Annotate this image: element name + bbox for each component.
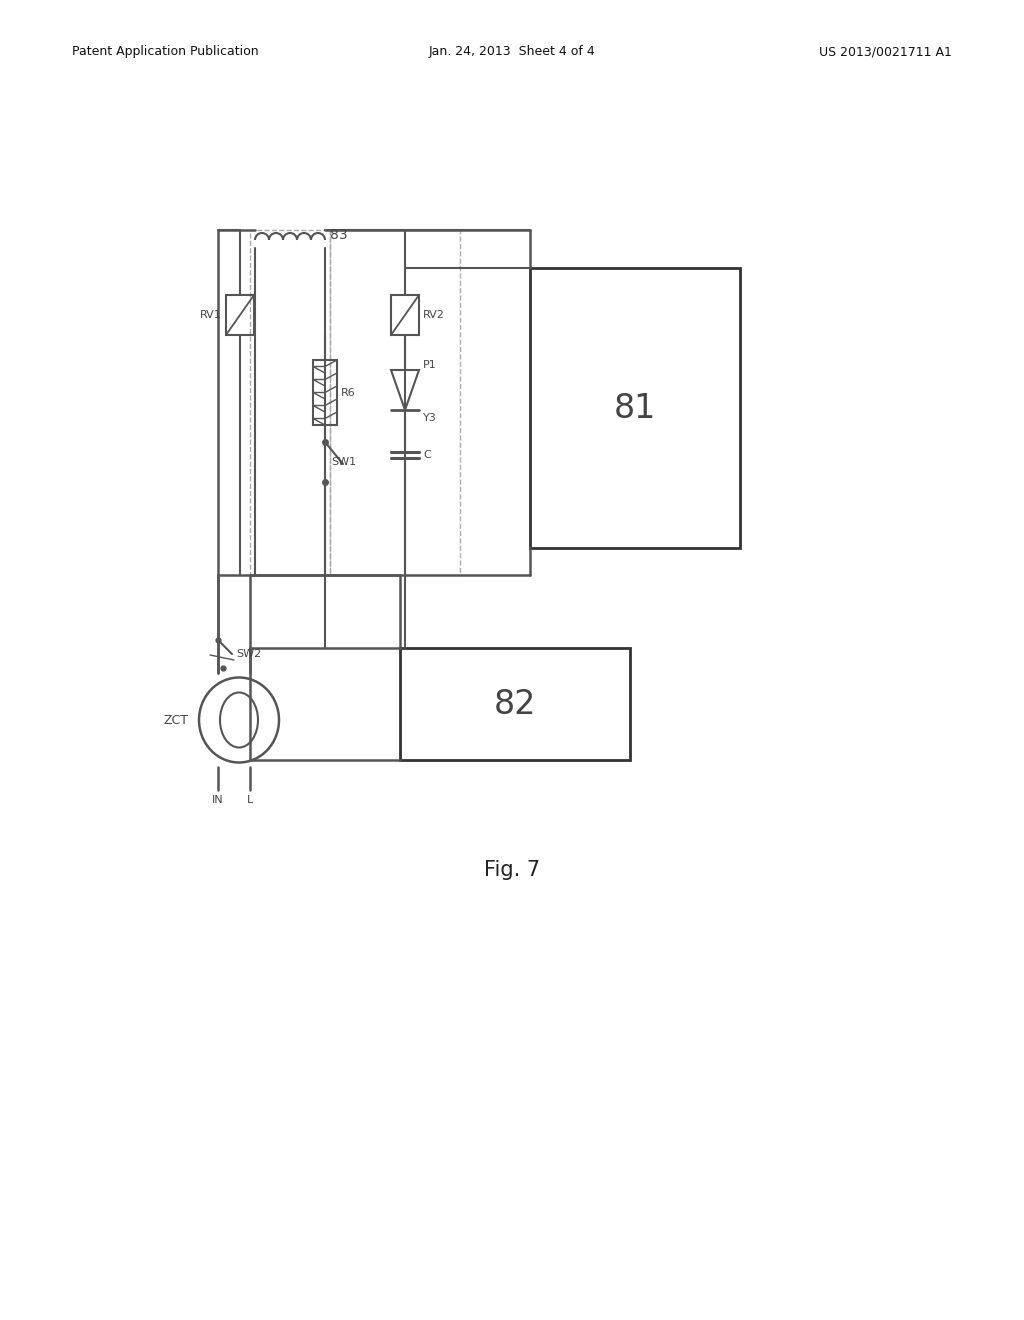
Text: Y3: Y3 [423, 413, 437, 422]
Text: SW1: SW1 [331, 457, 356, 467]
Text: C: C [423, 450, 431, 459]
Text: R6: R6 [341, 388, 355, 397]
Bar [250, 230, 330, 576]
Text: P1: P1 [423, 360, 437, 370]
Text: SW2: SW2 [236, 649, 261, 659]
Text: Jan. 24, 2013  Sheet 4 of 4: Jan. 24, 2013 Sheet 4 of 4 [429, 45, 595, 58]
Text: 83: 83 [330, 228, 347, 242]
Bar [330, 230, 460, 576]
Text: ZCT: ZCT [164, 714, 189, 726]
Bar [313, 360, 337, 425]
Text: RV2: RV2 [423, 310, 444, 319]
Bar [391, 294, 419, 335]
Bar [400, 648, 630, 760]
Text: RV1: RV1 [201, 310, 222, 319]
Text: Fig. 7: Fig. 7 [484, 861, 540, 880]
Text: 82: 82 [494, 688, 537, 721]
Bar [226, 294, 254, 335]
Text: IN: IN [212, 795, 224, 805]
Text: L: L [247, 795, 253, 805]
Text: Patent Application Publication: Patent Application Publication [72, 45, 259, 58]
Text: US 2013/0021711 A1: US 2013/0021711 A1 [819, 45, 952, 58]
Text: 81: 81 [613, 392, 656, 425]
Bar [530, 268, 740, 548]
